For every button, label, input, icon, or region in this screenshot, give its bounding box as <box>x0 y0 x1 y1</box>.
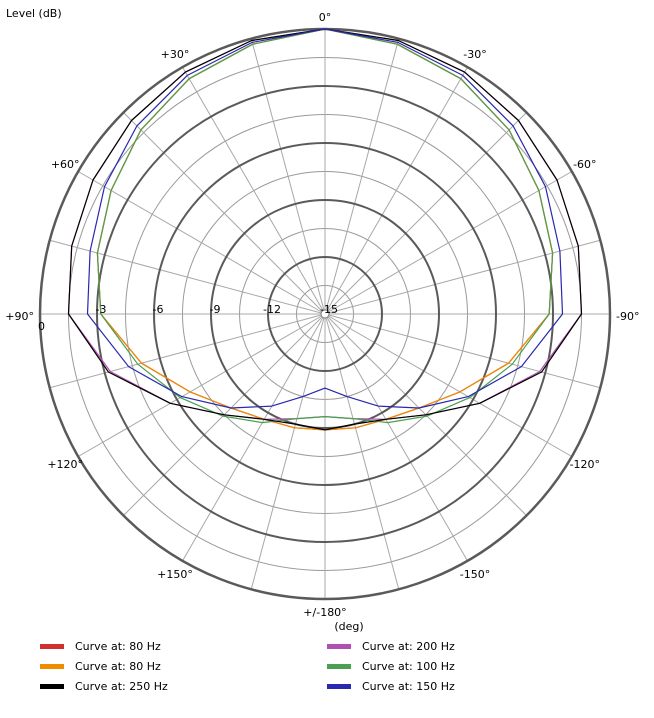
polar-series <box>67 28 583 431</box>
legend-swatch <box>327 663 351 669</box>
angle-tick-label: +150° <box>157 568 193 581</box>
legend-item: Curve at: 100 Hz <box>327 656 455 676</box>
grid-spoke <box>49 239 326 315</box>
grid-spoke <box>182 66 326 315</box>
angle-tick-label: +120° <box>47 458 83 471</box>
grid-spoke <box>324 313 468 562</box>
polar-grid <box>38 27 612 601</box>
angle-tick-label: +90° <box>5 310 34 323</box>
angle-tick-label: -60° <box>573 158 596 171</box>
legend-label: Curve at: 80 Hz <box>75 639 161 653</box>
angle-tick-label: 0° <box>319 11 332 24</box>
grid-spoke <box>250 313 326 590</box>
angle-tick-label: -150° <box>460 568 490 581</box>
grid-spoke <box>324 239 601 315</box>
legend-label: Curve at: 200 Hz <box>362 639 455 653</box>
series-curve <box>86 28 564 409</box>
radial-tick-label: -9 <box>210 303 221 316</box>
polar-labels: Level (dB) (deg) 0 -3 -6 -9 -12 -150°-30°-60… <box>5 7 639 633</box>
angle-axis-title: (deg) <box>334 620 363 633</box>
angle-tick-label: -90° <box>616 310 639 323</box>
legend-swatch <box>40 663 64 669</box>
radial-tick-label: -12 <box>263 303 281 316</box>
radial-tick-label: -3 <box>96 303 107 316</box>
grid-spoke <box>250 38 326 315</box>
grid-spoke <box>324 313 601 389</box>
legend-label: Curve at: 250 Hz <box>75 679 168 693</box>
legend: Curve at: 80 Hz Curve at: 200 Hz Curve a… <box>40 636 640 696</box>
legend-label: Curve at: 100 Hz <box>362 659 455 673</box>
legend-swatch <box>40 683 64 689</box>
grid-ring-major <box>96 85 554 543</box>
radial-zero-label: 0 <box>38 320 45 333</box>
legend-label: Curve at: 150 Hz <box>362 679 455 693</box>
grid-ring-major <box>267 256 383 372</box>
legend-label: Curve at: 80 Hz <box>75 659 161 673</box>
grid-spoke <box>123 112 326 315</box>
legend-item: Curve at: 150 Hz <box>327 676 455 696</box>
grid-ring-major <box>210 199 440 429</box>
radial-tick-label: -6 <box>153 303 164 316</box>
grid-spoke <box>324 112 527 315</box>
grid-ring-major <box>153 142 497 486</box>
angle-tick-label: +30° <box>161 48 190 61</box>
grid-spoke <box>77 171 326 315</box>
grid-spoke <box>182 313 326 562</box>
grid-spoke <box>324 38 400 315</box>
legend-item: Curve at: 80 Hz <box>40 656 161 676</box>
series-curve <box>67 28 583 431</box>
grid-spoke <box>324 66 468 315</box>
legend-item: Curve at: 250 Hz <box>40 676 168 696</box>
legend-swatch <box>327 643 351 649</box>
grid-spoke <box>324 313 400 590</box>
angle-tick-label: +/-180° <box>303 606 346 619</box>
grid-center <box>320 309 330 319</box>
legend-item: Curve at: 80 Hz <box>40 636 161 656</box>
series-curve <box>96 28 554 424</box>
legend-swatch <box>40 643 64 649</box>
grid-spoke <box>77 313 326 457</box>
grid-spoke <box>324 313 573 457</box>
radial-tick-label: -15 <box>320 303 338 316</box>
legend-item: Curve at: 200 Hz <box>327 636 455 656</box>
legend-swatch <box>327 683 351 689</box>
grid-spoke <box>49 313 326 389</box>
angle-tick-label: +60° <box>51 158 80 171</box>
radial-axis-title: Level (dB) <box>6 7 62 20</box>
grid-spoke <box>324 171 573 315</box>
angle-tick-label: -120° <box>570 458 600 471</box>
angle-tick-label: -30° <box>463 48 486 61</box>
